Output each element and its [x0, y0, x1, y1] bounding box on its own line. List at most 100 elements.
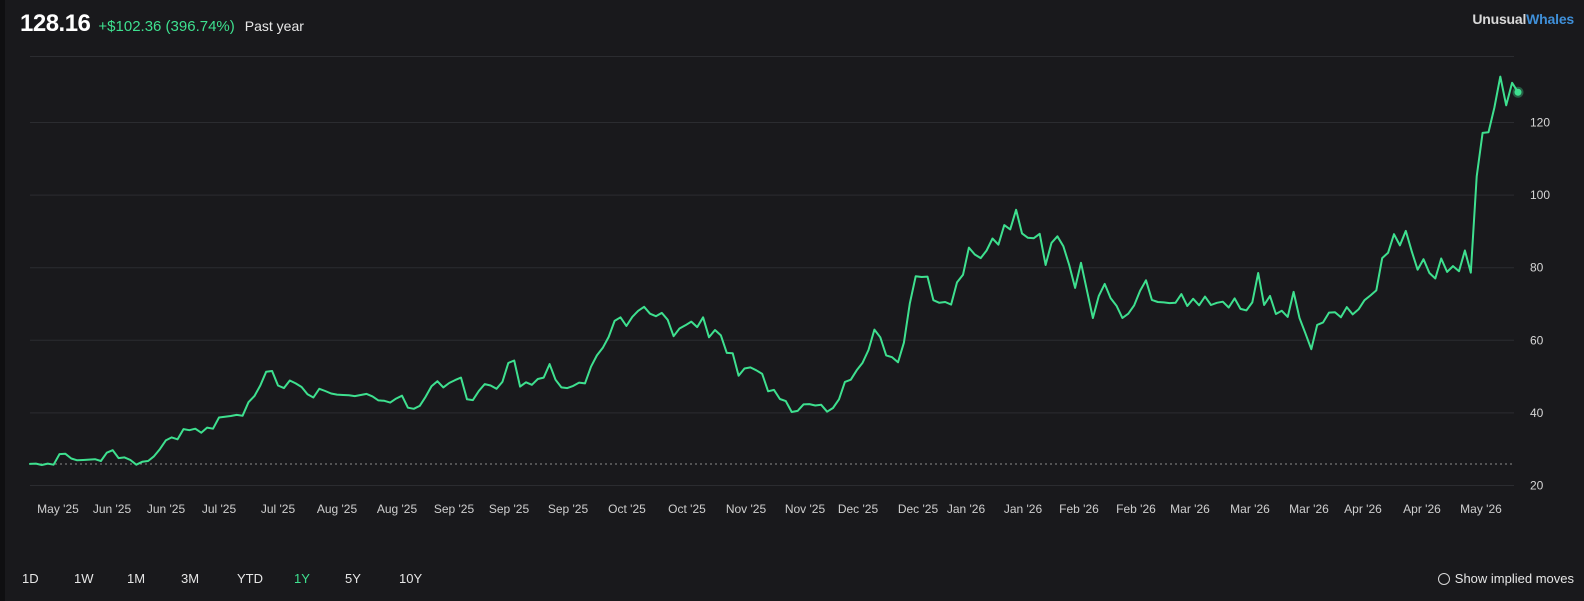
data-point	[282, 386, 286, 390]
show-implied-moves-toggle[interactable]: Show implied moves	[1437, 571, 1574, 586]
price-chart[interactable]: 20 40 60 80 100 120 May '25 Jun '25 Jun '25 Jul '…	[0, 0, 1584, 560]
data-point	[807, 402, 811, 406]
implied-moves-radio[interactable]	[1437, 572, 1450, 585]
range-button-10y[interactable]: 10Y	[399, 571, 423, 586]
data-point	[164, 438, 168, 442]
data-point	[128, 458, 132, 462]
data-point	[1386, 251, 1390, 255]
x-tick-label: Aug '25	[377, 502, 418, 516]
data-point	[176, 437, 180, 441]
data-point	[99, 459, 103, 463]
data-point	[424, 395, 428, 399]
data-point	[1185, 304, 1189, 308]
data-point	[435, 379, 439, 383]
data-point	[1274, 312, 1278, 316]
data-point	[1244, 308, 1248, 312]
data-point	[1475, 174, 1479, 178]
data-point	[400, 394, 404, 398]
data-point	[1280, 309, 1284, 313]
data-point	[861, 361, 865, 365]
range-button-1w[interactable]: 1W	[74, 571, 94, 586]
data-point	[790, 410, 794, 414]
data-point	[772, 388, 776, 392]
data-point	[737, 374, 741, 378]
data-point	[920, 275, 924, 279]
data-point	[1091, 316, 1095, 320]
series-price-line	[29, 75, 1519, 466]
data-point	[241, 414, 245, 418]
data-point	[1002, 223, 1006, 227]
data-point	[1097, 294, 1101, 298]
data-point	[601, 346, 605, 350]
data-point	[1469, 271, 1473, 275]
data-point	[276, 384, 280, 388]
x-tick-label: Mar '26	[1170, 502, 1210, 516]
data-point	[1327, 311, 1331, 315]
data-point	[1298, 316, 1302, 320]
last-point-marker	[1514, 88, 1522, 96]
data-point	[1339, 315, 1343, 319]
x-tick-label: Nov '25	[726, 502, 767, 516]
data-point	[199, 431, 203, 435]
data-point	[264, 370, 268, 374]
data-point	[87, 458, 91, 462]
data-point	[63, 452, 67, 456]
data-point	[465, 397, 469, 401]
range-button-1d[interactable]: 1D	[22, 571, 39, 586]
data-point	[766, 389, 770, 393]
data-point	[1427, 271, 1431, 275]
data-point	[1174, 301, 1178, 305]
data-point	[1422, 257, 1426, 261]
data-point	[1268, 294, 1272, 298]
data-point	[1504, 103, 1508, 107]
data-point	[926, 275, 930, 279]
data-point	[955, 280, 959, 284]
data-point	[489, 384, 493, 388]
data-point	[1026, 236, 1030, 240]
data-point	[624, 324, 628, 328]
data-point	[371, 394, 375, 398]
data-point	[589, 365, 593, 369]
data-point	[642, 305, 646, 309]
data-point	[1179, 292, 1183, 296]
data-point	[855, 368, 859, 372]
data-point	[117, 456, 121, 460]
data-point	[996, 243, 1000, 247]
data-point	[884, 353, 888, 357]
data-point	[93, 457, 97, 461]
data-point	[1321, 320, 1325, 324]
brand-word-whales: Whales	[1526, 11, 1574, 27]
range-button-3m[interactable]: 3M	[181, 571, 200, 586]
range-button-ytd[interactable]: YTD	[237, 571, 263, 586]
data-point	[1126, 312, 1130, 316]
data-point	[229, 414, 233, 418]
data-point	[1487, 130, 1491, 134]
data-point	[483, 382, 487, 386]
data-point	[1363, 298, 1367, 302]
data-point	[1227, 306, 1231, 310]
data-point	[559, 385, 563, 389]
range-button-1y[interactable]: 1Y	[294, 571, 310, 586]
data-point	[1398, 243, 1402, 247]
x-tick-label: Jun '25	[93, 502, 132, 516]
data-point	[689, 320, 693, 324]
data-point	[784, 399, 788, 403]
data-point	[1138, 289, 1142, 293]
x-tick-label: Jun '25	[147, 502, 186, 516]
data-point	[382, 399, 386, 403]
data-point	[1191, 297, 1195, 301]
data-point	[1109, 296, 1113, 300]
data-point	[967, 246, 971, 250]
data-point	[1050, 241, 1054, 245]
range-button-5y[interactable]: 5Y	[345, 571, 361, 586]
data-point	[1156, 300, 1160, 304]
x-tick-label: Jan '26	[1004, 502, 1043, 516]
range-button-1m[interactable]: 1M	[127, 571, 146, 586]
data-point	[477, 389, 481, 393]
data-point	[217, 416, 221, 420]
data-point	[619, 315, 623, 319]
data-point	[1463, 249, 1467, 253]
data-point	[1481, 131, 1485, 135]
data-point	[1120, 316, 1124, 320]
data-point	[813, 404, 817, 408]
